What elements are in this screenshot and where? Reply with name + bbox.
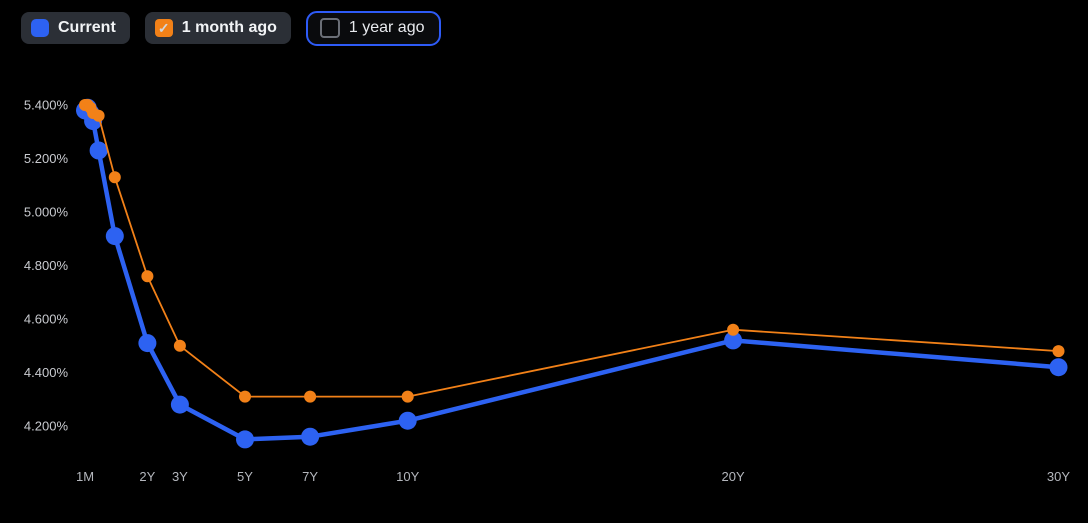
data-point-current-30y[interactable] <box>1049 358 1068 377</box>
legend-label-one-year-ago: 1 year ago <box>348 19 425 36</box>
series-line-1-month-ago <box>84 104 1060 398</box>
y-axis-tick-label: 5.400% <box>24 98 69 113</box>
data-point-current-20y[interactable] <box>724 331 743 350</box>
y-axis-tick-label: 5.000% <box>24 205 69 220</box>
x-axis-tick-label: 2Y <box>139 469 155 484</box>
data-point-1-month-ago-1y[interactable] <box>108 171 121 184</box>
data-point-current-3y[interactable] <box>170 395 189 414</box>
legend-toggle-current[interactable]: Current <box>21 12 130 44</box>
y-axis-tick-label: 4.600% <box>24 312 69 327</box>
y-axis-tick-label: 4.200% <box>24 419 69 434</box>
data-point-current-1y[interactable] <box>105 227 124 246</box>
data-point-current-5y[interactable] <box>236 430 254 449</box>
data-point-1-month-ago-2y[interactable] <box>141 270 154 283</box>
y-axis-tick-label: 4.400% <box>24 365 69 380</box>
legend-toggle-one-year-ago[interactable]: 1 year ago <box>305 10 441 46</box>
series-line-current <box>82 105 1061 442</box>
data-point-1-month-ago-30y[interactable] <box>1052 345 1065 358</box>
data-point-1-month-ago-5y[interactable] <box>239 390 251 403</box>
x-axis-tick-label: 3Y <box>172 469 188 484</box>
data-point-1-month-ago-6m[interactable] <box>92 109 105 122</box>
legend-label-one-month-ago: 1 month ago <box>181 19 277 36</box>
data-point-1-month-ago-3y[interactable] <box>173 339 186 352</box>
legend-label-current: Current <box>58 19 116 36</box>
x-axis-tick-label: 1M <box>76 469 94 484</box>
data-point-1-month-ago-20y[interactable] <box>727 323 740 336</box>
unchecked-checkbox-icon <box>319 18 340 38</box>
data-point-current-10y[interactable] <box>398 411 417 430</box>
x-axis-tick-label: 7Y <box>302 469 318 484</box>
data-point-current-2y[interactable] <box>138 334 157 353</box>
data-point-1-month-ago-10y[interactable] <box>401 390 414 403</box>
data-point-1-month-ago-7y[interactable] <box>304 390 317 403</box>
legend-toggle-one-month-ago[interactable]: ✓ 1 month ago <box>144 12 291 44</box>
legend: Current ✓ 1 month ago 1 year ago <box>21 8 441 48</box>
y-axis-tick-label: 5.200% <box>24 151 69 166</box>
x-axis-tick-label: 30Y <box>1047 469 1070 484</box>
y-axis-tick-label: 4.800% <box>24 258 69 273</box>
data-point-current-6m[interactable] <box>89 141 108 160</box>
x-axis-tick-label: 5Y <box>237 469 253 484</box>
x-axis-tick-label: 10Y <box>396 469 419 484</box>
checked-checkbox-icon: ✓ <box>154 19 173 37</box>
data-point-current-7y[interactable] <box>301 427 320 446</box>
x-axis-tick-label: 20Y <box>722 469 745 484</box>
current-series-swatch-icon <box>31 19 49 37</box>
check-icon: ✓ <box>157 20 170 36</box>
